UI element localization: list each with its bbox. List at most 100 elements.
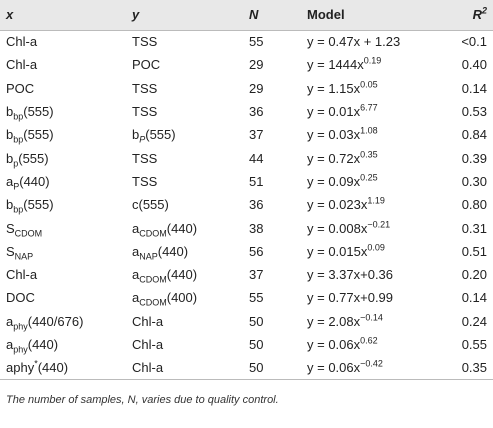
table-cell: 0.51	[451, 240, 493, 263]
cell-text: a	[132, 267, 140, 283]
cell-text: 0.20	[461, 267, 487, 283]
table-row: bp(555) TSS 44 y = 0.72x0.35 0.39	[0, 146, 493, 169]
cell-text: y = 0.01x	[307, 104, 361, 120]
cell-text: POC	[6, 80, 35, 96]
cell-text: 0.80	[461, 197, 487, 213]
table-cell: y = 2.08x−0.14	[301, 310, 451, 333]
column-header: R2	[451, 0, 493, 31]
cell-text: 56	[249, 243, 264, 259]
table-cell: c(555)	[126, 193, 243, 216]
table-row: aP(440) TSS 51 y = 0.09x0.25 0.30	[0, 170, 493, 193]
cell-text: R	[472, 7, 482, 23]
cell-text: 0.51	[461, 243, 487, 259]
cell-text: b	[6, 127, 14, 143]
table-cell: <0.1	[451, 30, 493, 53]
footnote: The number of samples, N, varies due to …	[6, 393, 279, 406]
table-cell: 0.20	[451, 263, 493, 286]
cell-text: y = 0.47x + 1.23	[307, 34, 401, 50]
table-cell: y = 1.15x0.05	[301, 77, 451, 100]
cell-text: y = 0.77x+0.99	[307, 290, 394, 306]
cell-text: POC	[132, 57, 161, 73]
cell-text: y = 0.023x	[307, 197, 368, 213]
cell-text: (555)	[18, 150, 49, 166]
table-row: aphy(440/676) Chl-a 50 y = 2.08x−0.14 0.24	[0, 310, 493, 333]
cell-text: 44	[249, 150, 264, 166]
superscript: −0.14	[360, 312, 383, 323]
subscript: phy	[13, 344, 28, 355]
table-cell: 51	[243, 170, 301, 193]
cell-text: 0.35	[461, 360, 487, 376]
cell-text: 38	[249, 220, 264, 236]
superscript: −0.42	[360, 358, 383, 369]
cell-text: S	[6, 243, 15, 259]
table-cell: y = 0.09x0.25	[301, 170, 451, 193]
table-cell: y = 3.37x+0.36	[301, 263, 451, 286]
table-cell: bbp(555)	[0, 193, 126, 216]
table-cell: 44	[243, 146, 301, 169]
cell-text: 50	[249, 337, 264, 352]
cell-text: y = 0.72x	[307, 150, 361, 166]
cell-text: (555)	[23, 197, 54, 213]
table-cell: aCDOM(440)	[126, 263, 243, 286]
cell-text: b	[6, 104, 14, 120]
cell-text: Chl-a	[6, 34, 38, 50]
table-cell: y = 0.03x1.08	[301, 123, 451, 146]
cell-text: b	[6, 150, 14, 166]
cell-text: y = 0.06x	[307, 360, 361, 376]
table-cell: TSS	[126, 77, 243, 100]
cell-text: 0.55	[461, 337, 487, 352]
subscript: phy	[13, 321, 28, 332]
column-header: x	[0, 0, 126, 31]
table-row: bbp(555) bP(555) 37 y = 0.03x1.08 0.84	[0, 123, 493, 146]
table-cell: Chl-a	[126, 356, 243, 380]
superscript: 0.19	[363, 56, 382, 67]
cell-text: 0.24	[461, 313, 487, 329]
table-cell: y = 0.01x6.77	[301, 100, 451, 123]
table-cell: y = 1444x0.19	[301, 53, 451, 76]
superscript: −0.21	[367, 219, 391, 230]
table-cell: SNAP	[0, 240, 126, 263]
cell-text: y = 0.015x	[307, 243, 368, 259]
table-row: Chl-a aCDOM(440) 37 y = 3.37x+0.36 0.20	[0, 263, 493, 286]
cell-text: (440)	[166, 220, 198, 236]
column-header: y	[126, 0, 243, 31]
table-cell: POC	[126, 53, 243, 76]
cell-text: a	[132, 220, 140, 236]
table-cell: Chl-a	[0, 53, 126, 76]
column-header: Model	[301, 0, 451, 31]
subscript: P	[13, 181, 20, 192]
table-cell: bbp(555)	[0, 100, 126, 123]
table-cell: aP(440)	[0, 170, 126, 193]
table-row: Chl-a TSS 55 y = 0.47x + 1.23 <0.1	[0, 30, 493, 53]
cell-text: 51	[249, 173, 264, 189]
subscript: bp	[13, 134, 24, 145]
table-cell: 29	[243, 77, 301, 100]
subscript: CDOM	[14, 228, 43, 239]
table-cell: DOC	[0, 286, 126, 309]
subscript: NAP	[14, 251, 34, 262]
table-cell: 0.55	[451, 333, 493, 356]
cell-text: a	[6, 313, 14, 329]
superscript: 0.09	[367, 242, 385, 253]
cell-text: y = 1444x	[307, 57, 364, 73]
table-cell: 0.14	[451, 77, 493, 100]
table-row: SCDOM aCDOM(440) 38 y = 0.008x−0.21 0.31	[0, 216, 493, 239]
cell-text: 29	[249, 57, 264, 73]
cell-text: 0.31	[461, 220, 487, 236]
header-row: x y N Model R2	[0, 0, 493, 31]
cell-text: (555)	[23, 127, 54, 143]
table-header: x y N Model R2	[0, 0, 493, 31]
cell-text: 36	[249, 104, 264, 120]
table-cell: y = 0.47x + 1.23	[301, 30, 451, 53]
superscript: *	[34, 358, 38, 369]
table-cell: aphy(440/676)	[0, 310, 126, 333]
table-cell: SCDOM	[0, 216, 126, 239]
table-cell: aphy(440)	[0, 333, 126, 356]
cell-text: TSS	[132, 80, 158, 96]
table-cell: TSS	[126, 146, 243, 169]
table-cell: Chl-a	[126, 333, 243, 356]
cell-text: aphy	[6, 360, 35, 376]
table-cell: 36	[243, 193, 301, 216]
table-cell: 0.80	[451, 193, 493, 216]
